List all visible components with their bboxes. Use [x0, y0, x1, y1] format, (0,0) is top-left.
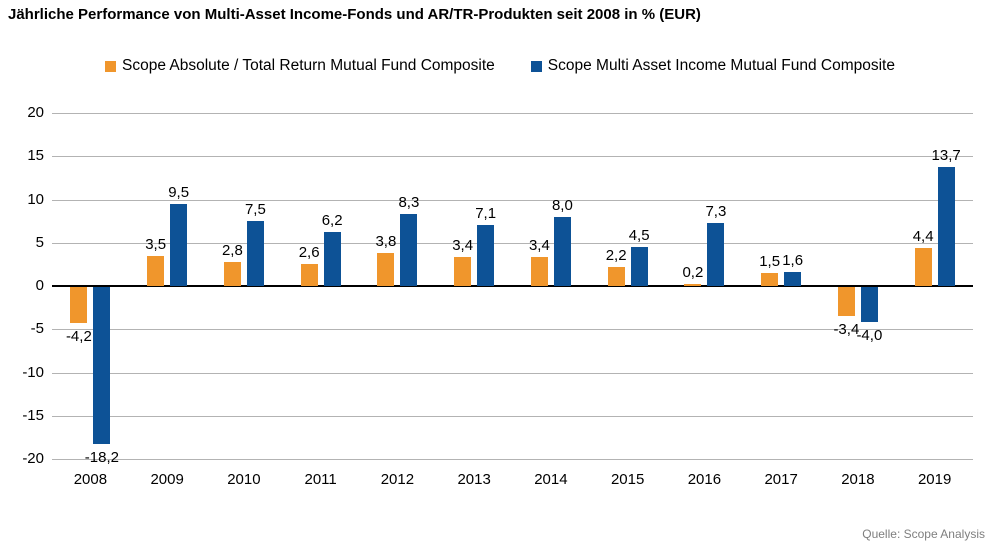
- bar-mai-2017: [784, 272, 802, 286]
- y-tick-label: -20: [22, 450, 44, 467]
- x-tick-label-2008: 2008: [73, 471, 108, 488]
- y-tick-label: 5: [35, 233, 44, 251]
- x-tick-label-2017: 2017: [764, 471, 798, 488]
- bar-mai-2015: [630, 247, 648, 286]
- legend-swatch-blue-icon: [530, 60, 542, 72]
- bar-artr-2009: [147, 255, 165, 286]
- y-tick-label: -5: [30, 320, 44, 338]
- y-tick-label: 20: [27, 104, 44, 121]
- bar-label-mai-2012: 8,3: [398, 194, 420, 212]
- bar-label-mai-2009: 9,5: [168, 183, 190, 201]
- bar-label-mai-2008: -18,2: [84, 449, 119, 467]
- gridline: [52, 415, 973, 417]
- bar-artr-2015: [607, 266, 625, 286]
- bar-label-artr-2013: 3,4: [452, 236, 474, 254]
- bar-artr-2011: [300, 263, 318, 286]
- bar-label-mai-2019: 13,7: [931, 147, 961, 165]
- y-tick-label: 15: [27, 147, 44, 165]
- x-tick-label-2009: 2009: [150, 471, 184, 488]
- bar-mai-2009: [170, 203, 188, 286]
- legend-label: Scope Multi Asset Income Mutual Fund Com…: [547, 57, 895, 74]
- bar-artr-2019: [914, 247, 932, 286]
- bar-label-artr-2009: 3,5: [145, 235, 167, 253]
- bar-label-mai-2015: 4,5: [628, 227, 650, 245]
- legend-swatch-orange-icon: [105, 60, 116, 72]
- bar-mai-2010: [246, 221, 264, 286]
- bar-mai-2016: [707, 222, 725, 286]
- bar-label-mai-2013: 7,1: [475, 204, 497, 222]
- bar-artr-2013: [454, 256, 472, 286]
- bar-label-mai-2011: 6,2: [321, 212, 343, 230]
- bar-label-artr-2018: -3,4: [833, 321, 860, 339]
- x-tick-label-2011: 2011: [304, 471, 337, 488]
- bar-mai-2019: [937, 167, 955, 286]
- x-tick-label-2013: 2013: [457, 471, 491, 488]
- bar-artr-2010: [223, 261, 241, 286]
- gridline: [52, 156, 973, 158]
- y-tick-label: -10: [22, 363, 44, 381]
- bar-label-artr-2012: 3,8: [375, 233, 397, 251]
- bar-label-mai-2017: 1,6: [782, 252, 804, 270]
- bar-artr-2017: [761, 273, 779, 286]
- y-tick-label: 10: [27, 190, 44, 208]
- x-tick-label-2010: 2010: [227, 471, 261, 488]
- bar-mai-2012: [400, 214, 418, 286]
- bar-label-artr-2011: 2,6: [298, 243, 320, 261]
- x-tick-label-2014: 2014: [534, 471, 568, 488]
- gridline: [52, 113, 973, 114]
- bar-artr-2014: [530, 256, 548, 286]
- y-tick-label: 0: [35, 277, 44, 294]
- x-tick-label-2015: 2015: [610, 471, 645, 488]
- bar-artr-2012: [377, 253, 395, 286]
- bar-label-artr-2010: 2,8: [221, 241, 243, 259]
- bar-label-artr-2008: -4,2: [65, 328, 92, 346]
- y-tick-label: -15: [22, 406, 44, 424]
- bar-label-mai-2016: 7,3: [705, 202, 727, 220]
- x-tick-label-2018: 2018: [841, 471, 875, 488]
- bar-mai-2013: [477, 224, 495, 286]
- bar-label-artr-2019: 4,4: [912, 227, 934, 245]
- legend-label: Scope Absolute / Total Return Mutual Fun…: [122, 57, 495, 74]
- bar-label-mai-2018: -4,0: [856, 326, 883, 344]
- gridline: [52, 329, 973, 331]
- bar-label-artr-2015: 2,2: [605, 246, 627, 264]
- gridline: [52, 242, 973, 244]
- gridline: [52, 199, 973, 201]
- x-tick-label-2019: 2019: [917, 471, 952, 488]
- x-tick-label-2016: 2016: [687, 471, 722, 488]
- legend: Scope Absolute / Total Return Mutual Fun…: [0, 57, 1000, 75]
- bar-mai-2014: [553, 216, 571, 286]
- chart-title: Jährliche Performance von Multi-Asset In…: [8, 6, 701, 23]
- gridline: [52, 459, 973, 460]
- bar-label-artr-2017: 1,5: [759, 253, 781, 271]
- legend-item-absolute-total-return: Scope Absolute / Total Return Mutual Fun…: [105, 57, 495, 75]
- x-tick-label-2012: 2012: [380, 471, 415, 488]
- gridline: [52, 372, 973, 374]
- bar-artr-2016: [684, 284, 702, 286]
- bar-artr-2018: [837, 287, 855, 317]
- bar-label-mai-2014: 8,0: [551, 196, 573, 214]
- source-note: Quelle: Scope Analysis: [862, 527, 985, 541]
- bar-label-artr-2014: 3,4: [528, 236, 550, 254]
- bar-artr-2008: [70, 287, 88, 324]
- bar-mai-2011: [323, 232, 341, 286]
- bar-label-artr-2016: 0,2: [682, 264, 704, 282]
- legend-item-multi-asset-income: Scope Multi Asset Income Mutual Fund Com…: [530, 57, 895, 75]
- bar-mai-2018: [860, 287, 878, 322]
- bar-mai-2008: [93, 287, 111, 445]
- plot-area: -4,2 -18,2 3,5 9,5 2,8 7,5 2,6 6,2 3,8 8,3 3,4 7,1 3…: [52, 113, 973, 466]
- zero-axis-line: [52, 285, 973, 287]
- bar-label-mai-2010: 7,5: [244, 201, 266, 219]
